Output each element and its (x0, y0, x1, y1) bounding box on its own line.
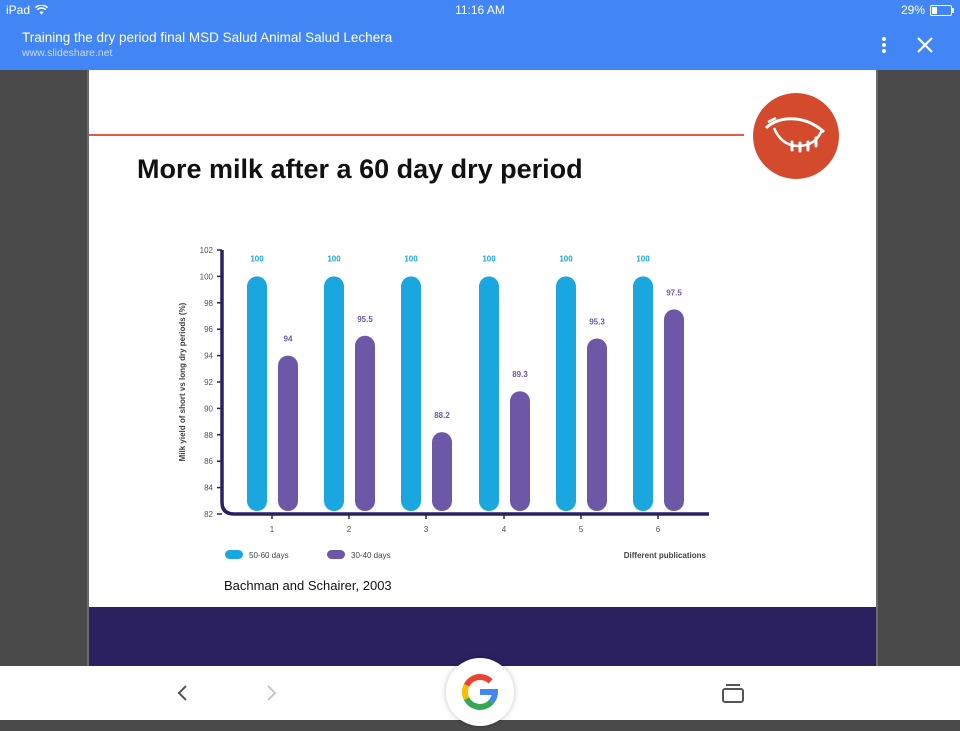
chart-axis (220, 250, 709, 516)
battery-level (932, 6, 938, 14)
x-tick-label: 3 (424, 525, 429, 534)
bar (664, 309, 684, 511)
back-chevron-icon[interactable] (170, 680, 196, 706)
y-tick-label: 86 (204, 457, 213, 466)
citation: Bachman and Schairer, 2003 (224, 578, 392, 593)
x-tick-label: 4 (502, 525, 507, 534)
browser-title-bar: Training the dry period final MSD Salud … (0, 20, 960, 70)
x-tick-label: 6 (656, 525, 661, 534)
bar (556, 276, 576, 511)
google-g-icon[interactable] (446, 658, 514, 726)
cow-udder-logo (753, 93, 839, 179)
x-tick-label: 2 (347, 525, 352, 534)
data-label: 89.3 (512, 370, 528, 379)
bar (247, 276, 267, 511)
legend-label: 30-40 days (351, 551, 391, 560)
bar (355, 335, 375, 511)
status-right: 29% (900, 3, 954, 17)
status-bar: iPad 11:16 AM 29% (0, 0, 960, 20)
y-axis-label: Milk yield of short vs long dry periods … (178, 302, 187, 461)
battery-percent: 29% (900, 3, 925, 17)
data-label: 95.3 (589, 317, 605, 326)
page-url: www.slideshare.net (22, 47, 113, 59)
data-label: 88.2 (434, 411, 450, 420)
more-vert-icon[interactable] (876, 32, 892, 58)
legend-swatch (225, 550, 243, 559)
bar (432, 432, 452, 511)
data-label: 100 (404, 254, 418, 263)
x-tick-label: 5 (579, 525, 584, 534)
x-axis-label: Different publications (624, 551, 707, 560)
data-label: 100 (559, 254, 573, 263)
bar (510, 391, 530, 511)
y-tick-label: 84 (204, 484, 213, 493)
data-label: 100 (482, 254, 496, 263)
data-label: 100 (250, 254, 264, 263)
bar-chart: 82 84 86 88 90 92 94 96 98 100 102 Milk yield of sh… (178, 246, 709, 560)
close-icon[interactable] (912, 32, 938, 58)
wifi-icon (35, 5, 49, 15)
y-tick-label: 92 (204, 378, 213, 387)
bar (278, 355, 298, 511)
data-label: 97.5 (666, 288, 682, 297)
legend-swatch (327, 550, 345, 559)
y-tick-label: 96 (204, 325, 213, 334)
y-tick-label: 82 (204, 510, 213, 519)
legend-label: 50-60 days (249, 551, 289, 560)
bar (324, 276, 344, 511)
data-label: 94 (284, 335, 293, 344)
slide-rule (89, 134, 744, 136)
y-tick-label: 94 (204, 352, 213, 361)
slide: More milk after a 60 day dry period 82 84… (87, 70, 878, 666)
bar (479, 276, 499, 511)
data-label: 95.5 (357, 315, 373, 324)
status-time: 11:16 AM (455, 3, 505, 17)
page-title: Training the dry period final MSD Salud … (22, 30, 393, 45)
data-label: 100 (327, 254, 341, 263)
y-tick-label: 88 (204, 431, 213, 440)
y-tick-label: 100 (200, 272, 214, 281)
data-label: 100 (636, 254, 650, 263)
status-left: iPad (6, 3, 49, 17)
x-tick-label: 1 (270, 525, 275, 534)
bar (401, 276, 421, 511)
bottom-toolbar (0, 658, 960, 726)
battery-icon (930, 4, 954, 16)
tabs-icon[interactable] (720, 680, 746, 706)
y-tick-label: 90 (204, 404, 213, 413)
y-tick-label: 98 (204, 299, 213, 308)
bar (633, 276, 653, 511)
device-name: iPad (6, 3, 31, 17)
bar (587, 338, 607, 511)
page-content[interactable]: More milk after a 60 day dry period 82 84… (0, 70, 960, 666)
forward-chevron-icon[interactable] (258, 680, 284, 706)
slide-footer-band (89, 607, 876, 666)
slide-title: More milk after a 60 day dry period (137, 154, 583, 184)
y-tick-label: 102 (200, 246, 214, 255)
